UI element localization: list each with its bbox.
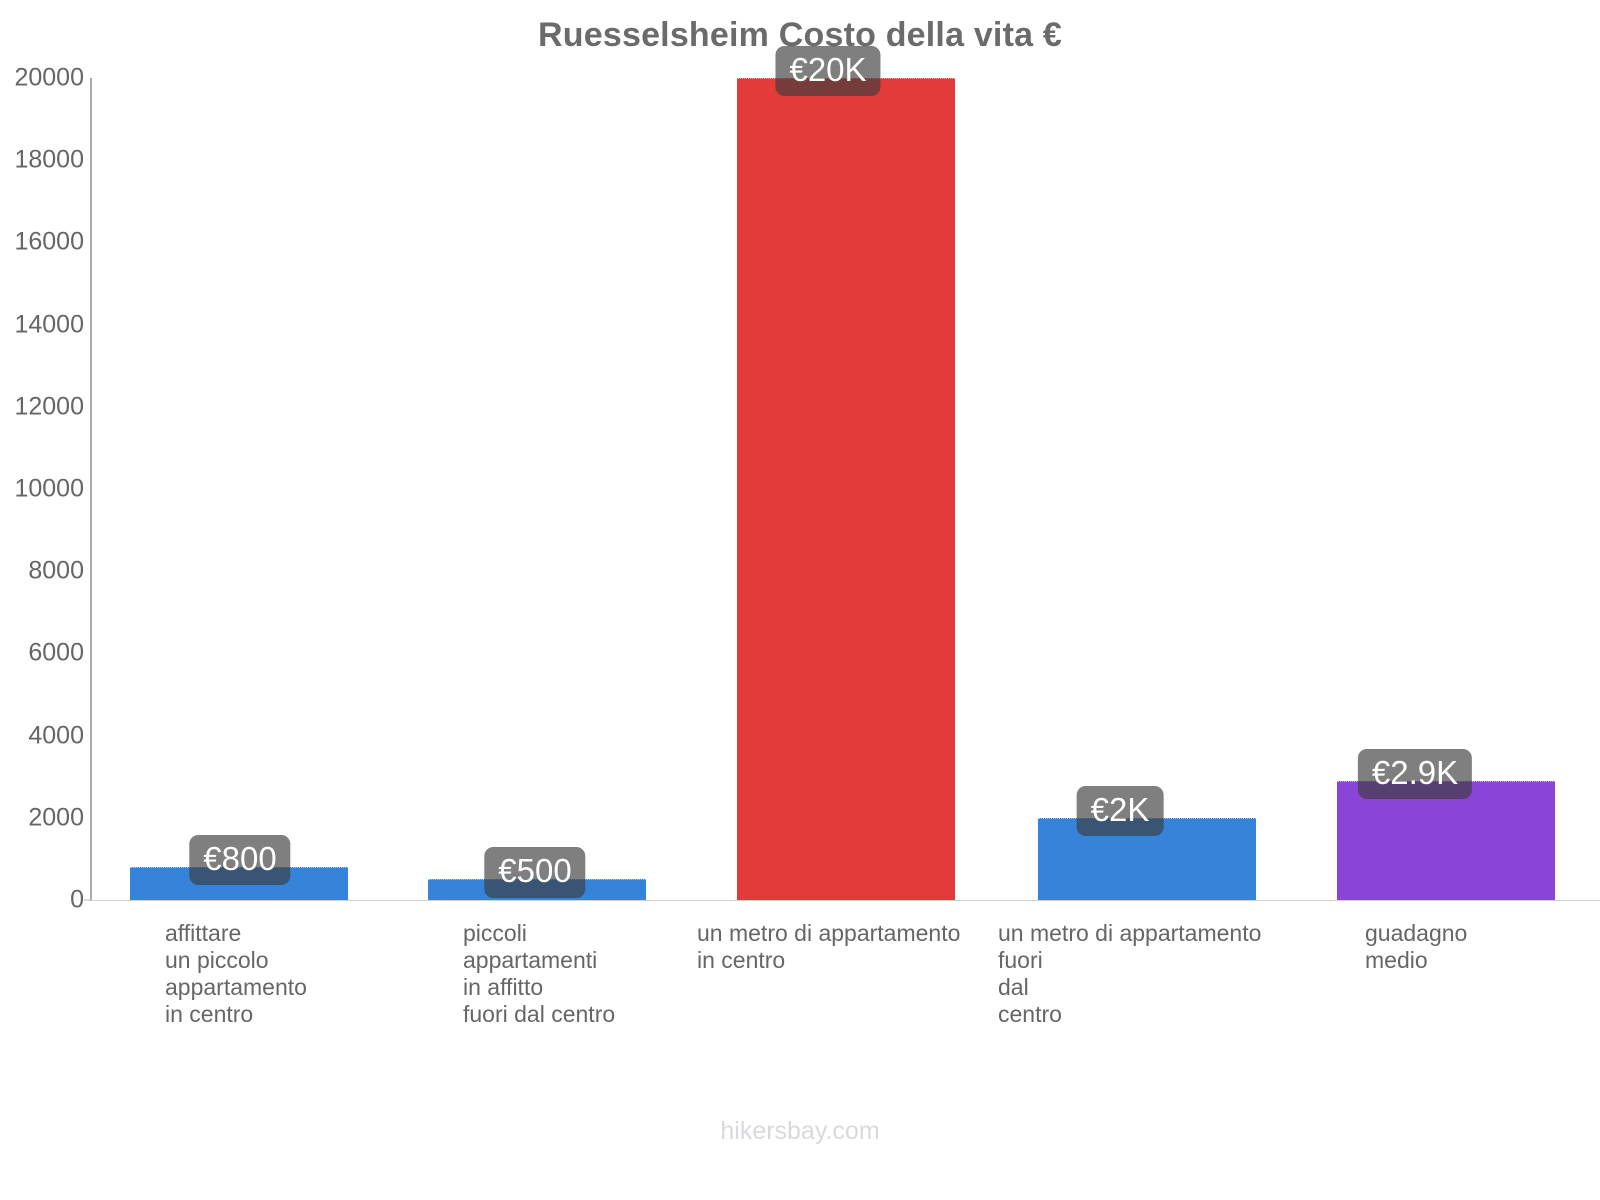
watermark: hikersbay.com [720,1117,880,1145]
y-axis-tick-labels: 20000 18000 16000 14000 12000 10000 8000 6000 40… [0,0,92,1200]
bar-value-label: €800 [189,835,291,886]
bar-value-label: €2K [1076,785,1164,837]
y-axis-tick-label: 4000 [28,721,84,750]
y-axis-tick-label: 0 [70,885,84,914]
y-axis-tick-label: 16000 [14,227,84,256]
bar-value-label: €500 [484,847,586,898]
y-axis-tick-label: 18000 [14,145,84,174]
x-axis-category-label: piccoli appartamenti in affitto fuori da… [463,920,616,1027]
y-axis-tick-label: 10000 [14,474,84,503]
y-axis-tick-label: 12000 [14,392,84,421]
bar-value-label: €2.9K [1357,748,1473,800]
bar-value-label: €20K [775,46,881,97]
bar[interactable] [737,78,955,900]
x-axis-category-label: un metro di appartamento fuori dal centr… [998,920,1262,1027]
x-axis-category-label: guadagno medio [1365,920,1468,973]
y-axis-line [90,78,92,900]
y-axis-tick-label: 8000 [28,556,84,585]
y-axis-tick-label: 20000 [14,63,84,92]
bar[interactable] [1337,780,1555,900]
y-axis-tick-label: 2000 [28,803,84,832]
y-axis-tick-label: 6000 [28,638,84,667]
x-axis-category-label: un metro di appartamento in centro [697,920,961,973]
x-axis-line [88,900,1600,901]
y-axis-tick-label: 14000 [14,310,84,339]
x-axis-category-label: affittare un piccolo appartamento in cen… [165,920,307,1027]
